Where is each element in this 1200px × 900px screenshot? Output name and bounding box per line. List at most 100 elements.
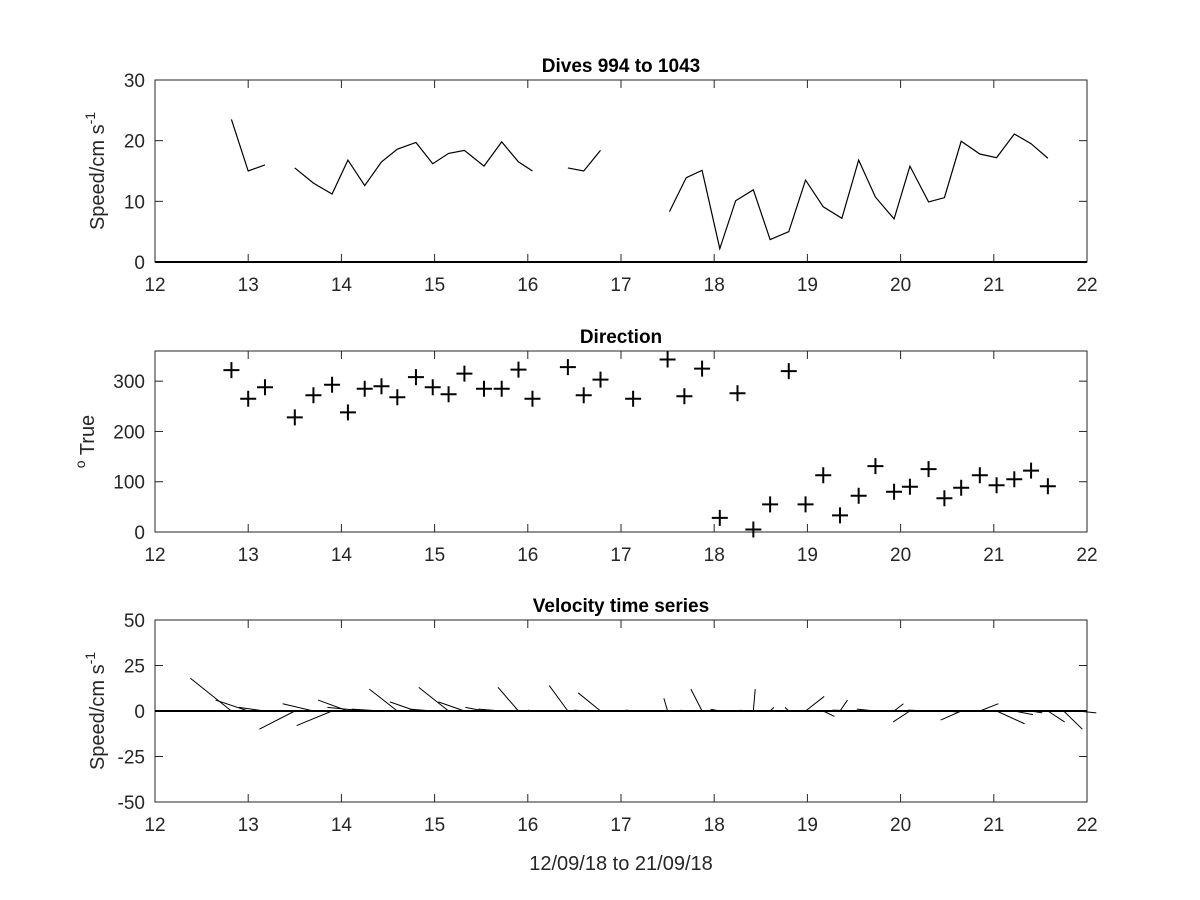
velocity-stick bbox=[497, 687, 519, 712]
direction-marker bbox=[373, 378, 390, 395]
velocity-stick bbox=[752, 689, 756, 712]
velocity-stick bbox=[710, 708, 720, 712]
x-tick-label: 15 bbox=[424, 545, 445, 566]
y-axis-label-exponent: -1 bbox=[82, 652, 98, 665]
panel-title: Direction bbox=[580, 327, 662, 348]
direction-marker bbox=[901, 478, 918, 495]
direction-marker bbox=[832, 507, 849, 524]
x-tick-label: 19 bbox=[797, 815, 818, 836]
velocity-stick bbox=[1063, 710, 1083, 730]
x-tick-label: 22 bbox=[1076, 815, 1097, 836]
direction-marker bbox=[356, 380, 373, 397]
direction-marker bbox=[797, 496, 814, 513]
y-axis-label: o True bbox=[72, 415, 99, 468]
x-tick-label: 12 bbox=[144, 275, 165, 296]
direction-marker bbox=[745, 521, 762, 538]
direction-marker bbox=[988, 477, 1005, 494]
direction-panel: Direction 12 13 14 15 16 17 18 19 20 21 22 0 100 200 30… bbox=[72, 327, 1098, 566]
velocity-stick bbox=[418, 686, 449, 712]
velocity-stick bbox=[944, 710, 958, 713]
direction-marker bbox=[510, 361, 527, 378]
x-tick-label: 18 bbox=[704, 815, 725, 836]
direction-marker bbox=[493, 380, 510, 397]
direction-marker bbox=[762, 496, 779, 513]
y-axis-label: Speed/cm s-1 bbox=[82, 652, 109, 770]
velocity-panel: Velocity time series 12 13 14 15 16 17 18 19 20 21… bbox=[82, 596, 1098, 875]
velocity-stick bbox=[737, 709, 742, 712]
direction-marker bbox=[524, 390, 541, 407]
direction-marker bbox=[953, 479, 970, 496]
velocity-stick bbox=[438, 701, 465, 712]
x-tick-label: 12 bbox=[144, 815, 165, 836]
direction-marker bbox=[592, 371, 609, 388]
velocity-stick bbox=[478, 708, 502, 712]
y-tick-label: 300 bbox=[113, 372, 145, 393]
velocity-stick bbox=[996, 710, 1025, 725]
direction-marker bbox=[815, 467, 832, 484]
direction-marker bbox=[711, 509, 728, 526]
speed-series-line bbox=[230, 119, 266, 172]
x-tick-label: 22 bbox=[1076, 545, 1097, 566]
velocity-stick bbox=[663, 698, 669, 712]
x-tick-label: 17 bbox=[610, 815, 631, 836]
velocity-stick bbox=[908, 709, 929, 712]
direction-marker bbox=[389, 389, 406, 406]
y-tick-label: 25 bbox=[124, 657, 145, 678]
y-tick-label: 30 bbox=[124, 71, 145, 92]
velocity-stick bbox=[1077, 710, 1097, 714]
velocity-stick bbox=[625, 709, 634, 712]
velocity-stick bbox=[940, 710, 962, 721]
velocity-stick bbox=[893, 703, 904, 712]
y-tick-label: 50 bbox=[124, 611, 145, 632]
speed-series-line bbox=[668, 133, 1049, 251]
y-tick-label: 20 bbox=[124, 132, 145, 153]
velocity-stick bbox=[327, 706, 365, 712]
velocity-stick bbox=[190, 677, 232, 712]
y-axis-label-degree: o bbox=[72, 460, 88, 468]
x-tick-label: 18 bbox=[704, 545, 725, 566]
axes-box bbox=[154, 350, 1088, 533]
x-tick-label: 21 bbox=[983, 275, 1004, 296]
direction-marker bbox=[625, 390, 642, 407]
velocity-stick bbox=[784, 707, 790, 712]
x-axis-label: 12/09/18 to 21/09/18 bbox=[529, 853, 713, 875]
x-tick-label: 12 bbox=[144, 545, 165, 566]
direction-marker bbox=[936, 490, 953, 507]
direction-marker bbox=[1039, 478, 1056, 495]
y-tick-label: 0 bbox=[134, 523, 145, 544]
velocity-stick bbox=[238, 706, 266, 712]
direction-marker bbox=[240, 390, 257, 407]
x-tick-label: 20 bbox=[890, 545, 911, 566]
x-tick-label: 14 bbox=[331, 545, 353, 566]
direction-marker bbox=[729, 385, 746, 402]
direction-marker bbox=[476, 380, 492, 397]
direction-marker bbox=[223, 362, 240, 379]
y-tick-label: 200 bbox=[113, 422, 145, 443]
direction-marker bbox=[1006, 471, 1023, 488]
velocity-stick bbox=[839, 699, 848, 712]
x-tick-label: 15 bbox=[424, 815, 445, 836]
speed-series-line bbox=[294, 140, 533, 195]
x-tick-label: 13 bbox=[238, 275, 259, 296]
y-tick-label: -50 bbox=[118, 793, 145, 814]
speed-series-line bbox=[567, 149, 601, 172]
direction-marker bbox=[339, 404, 356, 421]
velocity-stick bbox=[574, 709, 584, 712]
x-tick-label: 16 bbox=[517, 545, 538, 566]
velocity-stick bbox=[259, 710, 296, 730]
direction-marker bbox=[559, 359, 576, 376]
direction-marker bbox=[324, 376, 341, 393]
velocity-stick bbox=[680, 709, 685, 712]
speed-panel: Dives 994 to 1043 12 13 14 15 16 17 18 19 20 21 22 0… bbox=[82, 56, 1098, 296]
velocity-stick bbox=[769, 707, 775, 712]
x-tick-label: 21 bbox=[983, 545, 1004, 566]
direction-marker bbox=[886, 483, 903, 500]
velocity-stick bbox=[369, 688, 398, 712]
x-tick-label: 16 bbox=[517, 815, 538, 836]
direction-marker bbox=[971, 467, 988, 484]
velocity-stick bbox=[1047, 710, 1065, 723]
panel-title: Dives 994 to 1043 bbox=[542, 56, 700, 77]
direction-marker bbox=[780, 363, 797, 380]
velocity-stick bbox=[892, 710, 911, 723]
